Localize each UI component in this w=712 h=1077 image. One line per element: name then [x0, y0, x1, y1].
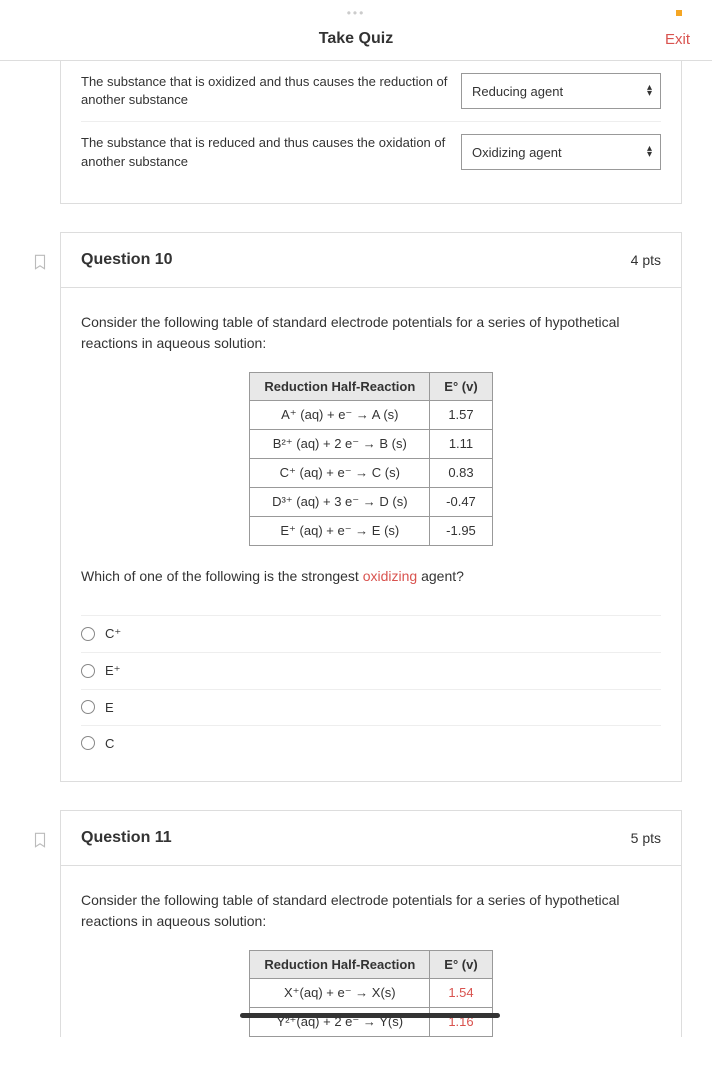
table-row: Y²⁺(aq) + 2 e⁻ → Y(s)1.16: [250, 1007, 492, 1036]
radio-icon: [81, 664, 95, 678]
page-title: Take Quiz: [20, 30, 692, 48]
question-header: Question 11 5 pts: [61, 811, 681, 866]
radio-icon: [81, 700, 95, 714]
question-intro: Consider the following table of standard…: [81, 312, 661, 354]
question-header: Question 10 4 pts: [61, 233, 681, 288]
radio-icon: [81, 627, 95, 641]
select-value: Reducing agent: [472, 84, 563, 99]
match-select[interactable]: Oxidizing agent ▴▾: [461, 134, 661, 170]
option[interactable]: E: [81, 689, 661, 725]
quiz-header: Take Quiz Exit: [0, 22, 712, 61]
question-title: Question 11: [81, 829, 172, 847]
match-label: The substance that is reduced and thus c…: [81, 134, 449, 170]
potentials-table: Reduction Half-Reaction E° (v) A⁺ (aq) +…: [249, 372, 492, 546]
option[interactable]: C⁺: [81, 615, 661, 652]
table-row: X⁺(aq) + e⁻ → X(s)1.54: [250, 978, 492, 1007]
question-11: Question 11 5 pts Consider the following…: [60, 810, 682, 1037]
bookmark-icon[interactable]: [31, 253, 49, 271]
chevron-updown-icon: ▴▾: [647, 85, 652, 97]
bookmark-icon[interactable]: [31, 831, 49, 849]
table-row: C⁺ (aq) + e⁻ → C (s)0.83: [250, 458, 492, 487]
table-header: E° (v): [430, 950, 492, 978]
window-drag-dots: •••: [0, 0, 712, 22]
table-header: Reduction Half-Reaction: [250, 950, 430, 978]
notification-dot: [676, 10, 682, 16]
table-row: E⁺ (aq) + e⁻ → E (s)-1.95: [250, 516, 492, 545]
question-prompt: Which of one of the following is the str…: [81, 566, 661, 587]
table-header: Reduction Half-Reaction: [250, 372, 430, 400]
question-points: 5 pts: [631, 830, 661, 846]
question-points: 4 pts: [631, 252, 661, 268]
table-header: E° (v): [430, 372, 492, 400]
radio-icon: [81, 736, 95, 750]
option[interactable]: E⁺: [81, 652, 661, 689]
match-select[interactable]: Reducing agent ▴▾: [461, 73, 661, 109]
table-row: D³⁺ (aq) + 3 e⁻ → D (s)-0.47: [250, 487, 492, 516]
select-value: Oxidizing agent: [472, 145, 562, 160]
question-title: Question 10: [81, 251, 173, 269]
table-row: B²⁺ (aq) + 2 e⁻ → B (s)1.11: [250, 429, 492, 458]
question-9-partial: The substance that is oxidized and thus …: [60, 61, 682, 204]
option[interactable]: C: [81, 725, 661, 761]
chevron-updown-icon: ▴▾: [647, 146, 652, 158]
match-row: The substance that is reduced and thus c…: [81, 121, 661, 182]
horizontal-scrollbar[interactable]: [240, 1013, 500, 1018]
match-label: The substance that is oxidized and thus …: [81, 73, 449, 109]
match-row: The substance that is oxidized and thus …: [81, 61, 661, 121]
options-list: C⁺ E⁺ E C: [81, 605, 661, 761]
exit-link[interactable]: Exit: [665, 31, 690, 48]
table-row: A⁺ (aq) + e⁻ → A (s)1.57: [250, 400, 492, 429]
question-10: Question 10 4 pts Consider the following…: [60, 232, 682, 782]
question-intro: Consider the following table of standard…: [81, 890, 661, 932]
